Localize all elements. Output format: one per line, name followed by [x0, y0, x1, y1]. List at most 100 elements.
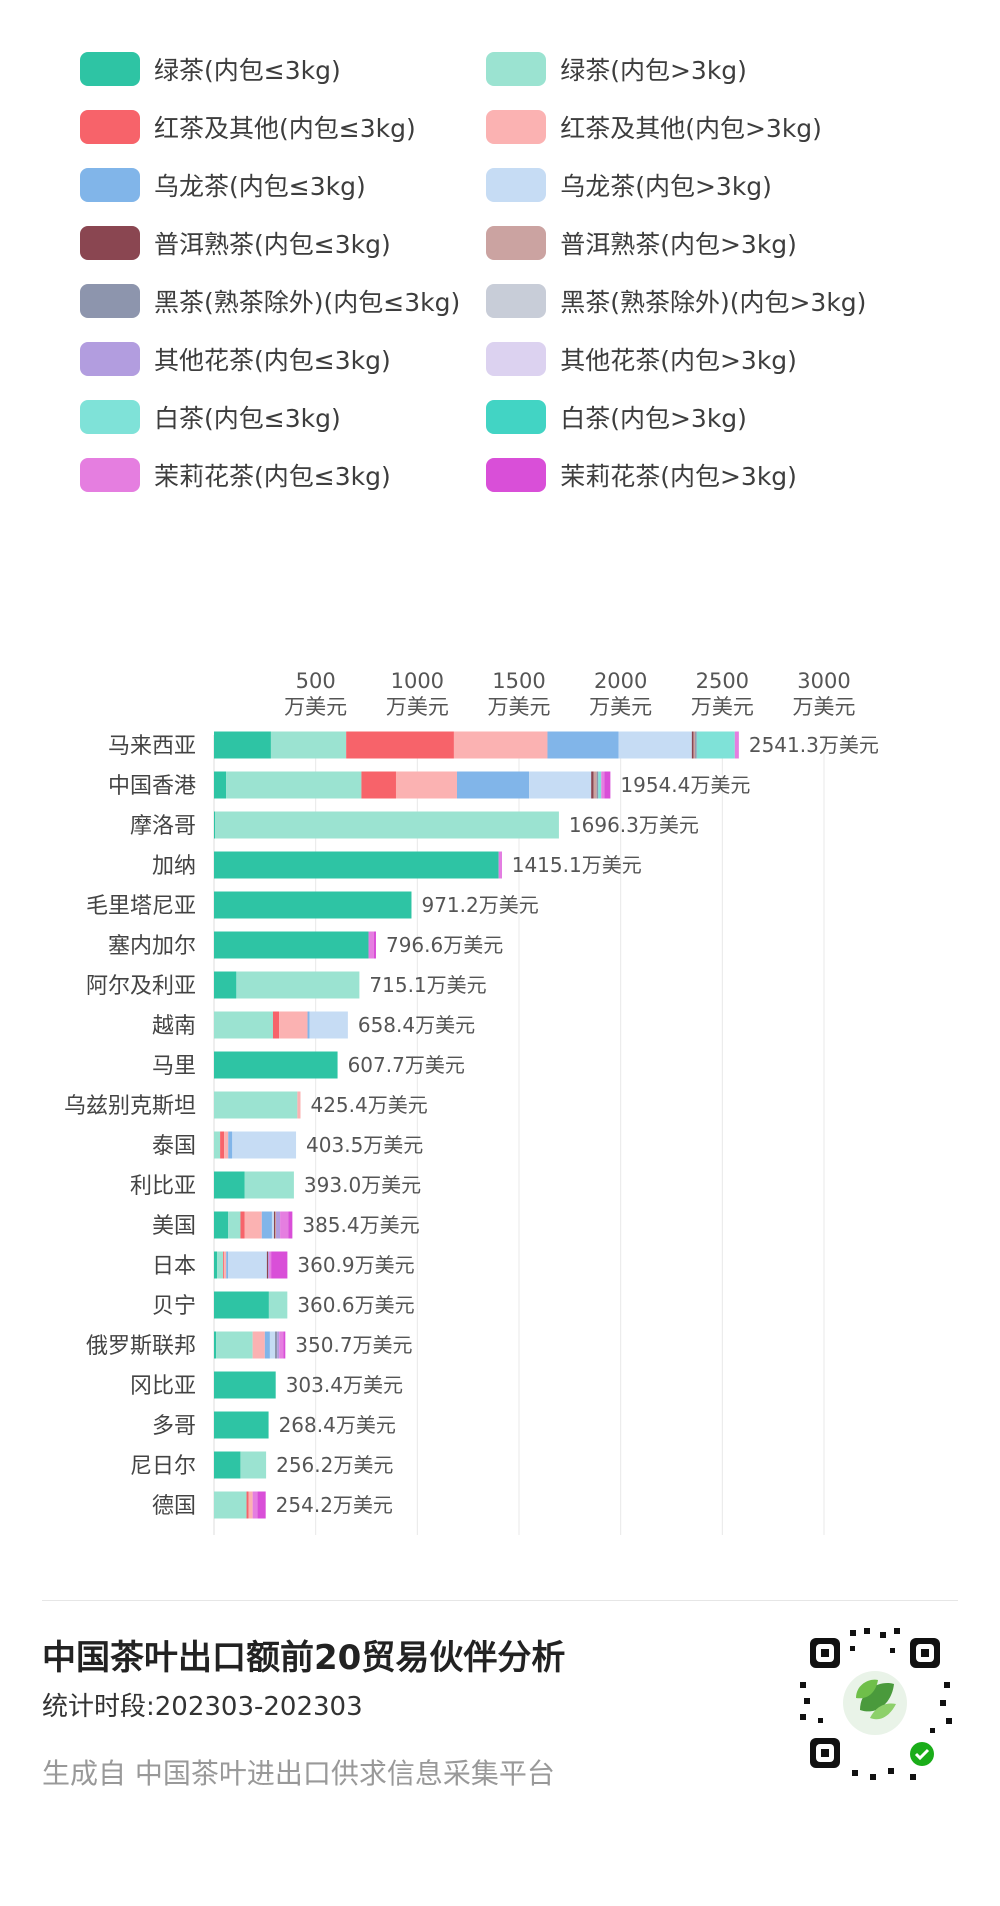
- bar-segment[interactable]: [214, 851, 499, 879]
- bar-segment[interactable]: [529, 771, 592, 799]
- bar-segment[interactable]: [228, 1131, 233, 1159]
- bar-segment[interactable]: [252, 1331, 265, 1359]
- bar-segment[interactable]: [214, 1451, 241, 1479]
- bar-segment[interactable]: [500, 851, 502, 879]
- legend-item[interactable]: 乌龙茶(内包≤3kg): [80, 156, 460, 214]
- bar-segment[interactable]: [257, 1491, 266, 1519]
- bar-segment[interactable]: [224, 1131, 229, 1159]
- bar-segment[interactable]: [214, 1411, 269, 1439]
- bar-segment[interactable]: [598, 771, 602, 799]
- bar-segment[interactable]: [248, 1491, 253, 1519]
- bar-segment[interactable]: [246, 1491, 249, 1519]
- legend-item[interactable]: 其他花茶(内包>3kg): [486, 330, 866, 388]
- bar-segment[interactable]: [547, 731, 619, 759]
- bar-segment[interactable]: [273, 1211, 275, 1239]
- bar-segment[interactable]: [266, 1251, 269, 1279]
- bar-segment[interactable]: [223, 1251, 225, 1279]
- bar-segment[interactable]: [373, 931, 376, 959]
- legend-item[interactable]: 白茶(内包>3kg): [486, 388, 866, 446]
- bar-segment[interactable]: [264, 1331, 270, 1359]
- bar-segment[interactable]: [695, 731, 697, 759]
- legend-item[interactable]: 红茶及其他(内包≤3kg): [80, 98, 460, 156]
- bar-segment[interactable]: [214, 771, 227, 799]
- bar-segment[interactable]: [604, 771, 611, 799]
- bar-segment[interactable]: [214, 1211, 229, 1239]
- bar-segment[interactable]: [232, 1131, 297, 1159]
- bar-segment[interactable]: [271, 1251, 288, 1279]
- bar-segment[interactable]: [271, 1211, 274, 1239]
- legend-item[interactable]: 茉莉花茶(内包>3kg): [486, 446, 866, 504]
- legend-item[interactable]: 绿茶(内包>3kg): [486, 40, 866, 98]
- bar-segment[interactable]: [307, 1011, 310, 1039]
- bar-segment[interactable]: [240, 1451, 267, 1479]
- bar-segment[interactable]: [244, 1211, 262, 1239]
- bar-segment[interactable]: [214, 731, 271, 759]
- bar-segment[interactable]: [214, 971, 237, 999]
- bar-segment[interactable]: [593, 771, 597, 799]
- bar-segment[interactable]: [224, 1251, 227, 1279]
- bar-segment[interactable]: [453, 731, 548, 759]
- bar-segment[interactable]: [270, 731, 347, 759]
- bar-segment[interactable]: [280, 1211, 289, 1239]
- bar-segment[interactable]: [214, 1171, 245, 1199]
- bar-segment[interactable]: [268, 1291, 288, 1319]
- bar-segment[interactable]: [214, 1091, 298, 1119]
- legend-item[interactable]: 普洱熟茶(内包>3kg): [486, 214, 866, 272]
- bar-segment[interactable]: [618, 731, 692, 759]
- bar-segment[interactable]: [228, 1251, 267, 1279]
- bar-segment[interactable]: [277, 1331, 280, 1359]
- bar-segment[interactable]: [214, 1011, 273, 1039]
- bar-segment[interactable]: [288, 1211, 293, 1239]
- legend-item[interactable]: 其他花茶(内包≤3kg): [80, 330, 460, 388]
- bar-segment[interactable]: [226, 1251, 229, 1279]
- bar-segment[interactable]: [214, 1331, 217, 1359]
- bar-segment[interactable]: [601, 771, 605, 799]
- bar-segment[interactable]: [297, 1091, 301, 1119]
- bar-segment[interactable]: [220, 1131, 225, 1159]
- bar-segment[interactable]: [269, 1331, 275, 1359]
- bar-segment[interactable]: [269, 1251, 272, 1279]
- bar-segment[interactable]: [240, 1211, 245, 1239]
- legend-item[interactable]: 黑茶(熟茶除外)(内包≤3kg): [80, 272, 460, 330]
- bar-segment[interactable]: [498, 851, 501, 879]
- bar-segment[interactable]: [252, 1491, 258, 1519]
- bar-segment[interactable]: [214, 1371, 276, 1399]
- bar-segment[interactable]: [275, 1331, 278, 1359]
- bar-segment[interactable]: [734, 731, 739, 759]
- legend-item[interactable]: 茉莉花茶(内包≤3kg): [80, 446, 460, 504]
- bar-segment[interactable]: [283, 1331, 286, 1359]
- bar-segment[interactable]: [214, 1491, 247, 1519]
- legend-item[interactable]: 普洱熟茶(内包≤3kg): [80, 214, 460, 272]
- bar-segment[interactable]: [691, 731, 694, 759]
- bar-segment[interactable]: [261, 1211, 272, 1239]
- bar-segment[interactable]: [276, 1211, 281, 1239]
- bar-segment[interactable]: [214, 1291, 269, 1319]
- bar-segment[interactable]: [368, 931, 374, 959]
- qr-code-icon[interactable]: [790, 1618, 960, 1788]
- bar-segment[interactable]: [214, 931, 369, 959]
- bar-segment[interactable]: [346, 731, 454, 759]
- bar-segment[interactable]: [214, 891, 412, 919]
- bar-segment[interactable]: [275, 1211, 277, 1239]
- bar-segment[interactable]: [456, 771, 530, 799]
- bar-segment[interactable]: [215, 811, 559, 839]
- bar-segment[interactable]: [591, 771, 594, 799]
- bar-segment[interactable]: [236, 971, 360, 999]
- bar-segment[interactable]: [309, 1011, 348, 1039]
- bar-segment[interactable]: [214, 1131, 221, 1159]
- bar-segment[interactable]: [268, 1251, 270, 1279]
- legend-item[interactable]: 黑茶(熟茶除外)(内包>3kg): [486, 272, 866, 330]
- bar-segment[interactable]: [217, 1251, 224, 1279]
- bar-segment[interactable]: [214, 1251, 218, 1279]
- legend-item[interactable]: 绿茶(内包≤3kg): [80, 40, 460, 98]
- bar-segment[interactable]: [361, 771, 396, 799]
- bar-segment[interactable]: [696, 731, 735, 759]
- bar-segment[interactable]: [279, 1011, 308, 1039]
- bar-segment[interactable]: [216, 1331, 253, 1359]
- bar-segment[interactable]: [693, 731, 696, 759]
- bar-segment[interactable]: [228, 1211, 241, 1239]
- legend-item[interactable]: 乌龙茶(内包>3kg): [486, 156, 866, 214]
- bar-segment[interactable]: [214, 811, 216, 839]
- bar-segment[interactable]: [279, 1331, 284, 1359]
- legend-item[interactable]: 白茶(内包≤3kg): [80, 388, 460, 446]
